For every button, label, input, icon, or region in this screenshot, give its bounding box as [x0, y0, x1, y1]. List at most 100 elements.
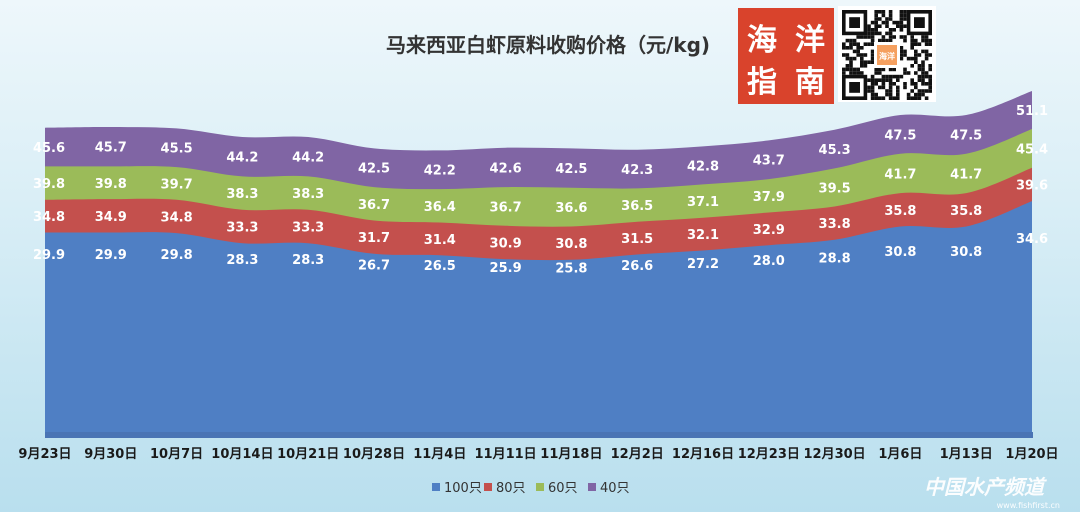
data-label: 42.8 — [687, 159, 719, 174]
watermark-main: 中国水产频道 — [924, 475, 1047, 499]
legend-label: 80只 — [496, 481, 526, 496]
data-label: 42.5 — [358, 162, 390, 177]
data-label: 34.6 — [1016, 232, 1048, 247]
x-tick-label: 1月6日 — [878, 447, 922, 462]
data-label: 34.9 — [95, 210, 127, 225]
legend-label: 100只 — [444, 481, 482, 496]
legend: 100只 80只 60只 40只 — [432, 481, 630, 496]
data-label: 32.1 — [687, 228, 719, 243]
data-label: 27.2 — [687, 257, 719, 272]
data-label: 47.5 — [950, 128, 982, 143]
data-label: 47.5 — [884, 128, 916, 143]
legend-label: 40只 — [600, 481, 630, 496]
data-label: 42.3 — [621, 163, 653, 178]
data-label: 36.4 — [424, 200, 456, 215]
x-tick-label: 12月30日 — [804, 447, 866, 462]
legend-swatch — [536, 483, 544, 491]
data-label: 30.9 — [490, 237, 522, 252]
data-label: 26.7 — [358, 259, 390, 274]
data-label: 25.8 — [555, 262, 587, 277]
data-label: 29.9 — [95, 248, 127, 263]
data-label: 38.3 — [292, 187, 324, 202]
data-label: 31.5 — [621, 232, 653, 247]
data-label: 39.8 — [95, 177, 127, 192]
svg-text:海洋: 海洋 — [879, 51, 895, 61]
area-100只 — [45, 201, 1032, 432]
data-label: 30.8 — [884, 245, 916, 260]
data-label: 36.6 — [555, 201, 587, 216]
data-label: 31.7 — [358, 231, 390, 246]
data-labels-group: 29.9 29.9 29.8 28.3 28.3 26.7 26.5 25.9 25.8 26.6… — [33, 104, 1048, 277]
data-label: 35.8 — [950, 204, 982, 219]
legend-label: 60只 — [548, 481, 578, 496]
data-label: 28.3 — [226, 253, 258, 268]
watermark: 中国水产频道 www.fishfirst.cn — [924, 475, 1060, 510]
svg-text:指: 指 — [747, 65, 777, 100]
area-series-group — [45, 91, 1032, 432]
data-label: 33.3 — [292, 221, 324, 236]
x-tick-label: 12月2日 — [611, 447, 664, 462]
data-label: 41.7 — [884, 167, 916, 182]
data-label: 44.2 — [292, 151, 324, 166]
x-axis-ticks: 9月23日 9月30日 10月7日 10月14日 10月21日 10月28日 11月4日 11… — [18, 447, 1058, 462]
data-label: 39.5 — [819, 181, 851, 196]
svg-text:南: 南 — [795, 65, 825, 100]
data-label: 36.5 — [621, 199, 653, 214]
data-label: 37.9 — [753, 190, 785, 205]
x-tick-label: 10月14日 — [211, 447, 273, 462]
data-label: 42.6 — [490, 161, 522, 176]
data-label: 45.6 — [33, 141, 65, 156]
data-label: 28.8 — [819, 252, 851, 267]
x-tick-label: 1月13日 — [940, 447, 993, 462]
data-label: 41.7 — [950, 167, 982, 182]
data-label: 34.8 — [161, 211, 193, 226]
x-tick-label: 1月20日 — [1005, 447, 1058, 462]
x-tick-label: 9月30日 — [84, 447, 137, 462]
data-label: 37.1 — [687, 195, 719, 210]
data-label: 28.3 — [292, 253, 324, 268]
qr-code: 海洋 — [838, 6, 936, 102]
x-tick-label: 10月21日 — [277, 447, 339, 462]
data-label: 29.8 — [161, 248, 193, 263]
data-label: 29.9 — [33, 248, 65, 263]
data-label: 42.2 — [424, 164, 456, 179]
x-tick-label: 12月23日 — [738, 447, 800, 462]
x-tick-label: 11月18日 — [540, 447, 602, 462]
data-label: 33.8 — [819, 217, 851, 232]
data-label: 45.5 — [161, 142, 193, 157]
data-label: 26.6 — [621, 259, 653, 274]
data-label: 35.8 — [884, 204, 916, 219]
haiyang-zhinan-logo: 海 洋 指 南 — [738, 8, 834, 104]
data-label: 42.5 — [555, 162, 587, 177]
data-label: 44.2 — [226, 151, 258, 166]
x-tick-label: 11月4日 — [413, 447, 466, 462]
data-label: 25.9 — [490, 261, 522, 276]
legend-swatch — [588, 483, 596, 491]
chart-title: 马来西亚白虾原料收购价格（元/kg) — [386, 33, 710, 57]
data-label: 31.4 — [424, 233, 456, 248]
data-label: 39.7 — [161, 177, 193, 192]
x-tick-label: 12月16日 — [672, 447, 734, 462]
watermark-sub: www.fishfirst.cn — [997, 501, 1060, 510]
x-tick-label: 9月23日 — [18, 447, 71, 462]
legend-swatch — [484, 483, 492, 491]
svg-text:海: 海 — [747, 23, 777, 58]
data-label: 33.3 — [226, 221, 258, 236]
data-label: 36.7 — [358, 198, 390, 213]
data-label: 36.7 — [490, 200, 522, 215]
data-label: 43.7 — [753, 154, 785, 169]
data-label: 39.8 — [33, 177, 65, 192]
data-label: 38.3 — [226, 187, 258, 202]
data-label: 51.1 — [1016, 104, 1048, 119]
legend-swatch — [432, 483, 440, 491]
x-tick-label: 10月28日 — [343, 447, 405, 462]
data-label: 26.5 — [424, 259, 456, 274]
data-label: 30.8 — [555, 237, 587, 252]
data-label: 32.9 — [753, 223, 785, 238]
data-label: 34.8 — [33, 210, 65, 225]
x-tick-label: 10月7日 — [150, 447, 203, 462]
x-tick-label: 11月11日 — [475, 447, 537, 462]
data-label: 45.3 — [819, 143, 851, 158]
data-label: 28.0 — [753, 254, 785, 269]
